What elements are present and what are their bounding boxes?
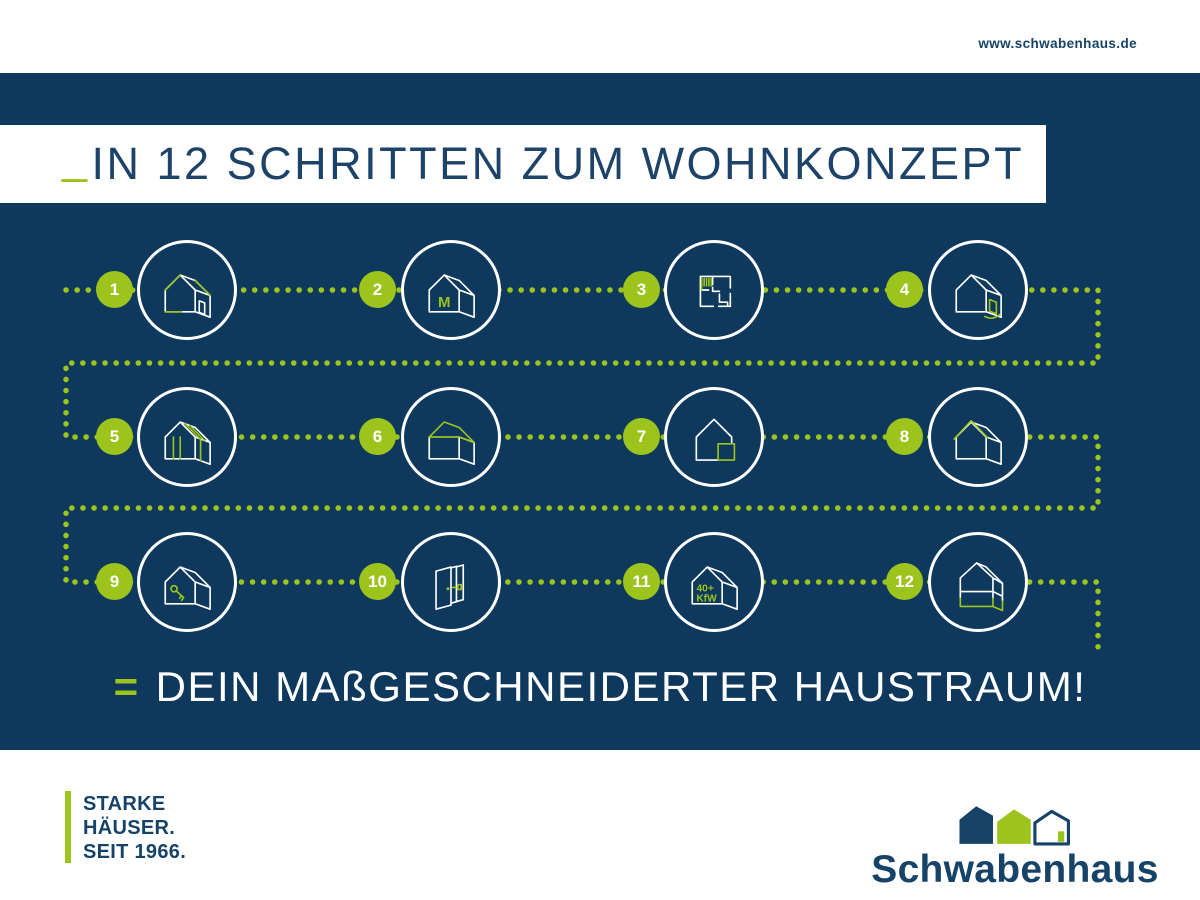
house-two-story-base-icon (959, 562, 1004, 612)
house-green-roof-icon (428, 421, 475, 466)
house-roof-edge-icon (953, 419, 1002, 466)
step-icon-circle (137, 240, 237, 340)
brand-name: Schwabenhaus (871, 848, 1159, 891)
step-number: 10 (368, 571, 387, 591)
step-number-badge: 4 (886, 271, 923, 308)
step-number-badge: 10 (359, 563, 396, 600)
logo-houses-icon (959, 806, 1071, 846)
step-number-badge: 3 (623, 271, 660, 308)
house-kfw-icon: 40+ KfW (691, 566, 738, 611)
step-number-badge: 1 (96, 271, 133, 308)
result-text: DEIN MAßGESCHNEIDERTER HAUSTRAUM! (155, 663, 1087, 710)
website-url-link[interactable]: www.schwabenhaus.de (978, 36, 1137, 51)
page-title: IN 12 SCHRITTEN ZUM WOHNKONZEPT (91, 138, 1025, 189)
house-panels-icon (164, 421, 211, 466)
step-icon-circle: M (401, 240, 501, 340)
house-sketch-icon (164, 274, 211, 319)
step-number: 11 (632, 571, 651, 591)
step-number-badge: 7 (623, 418, 660, 455)
step-number: 3 (636, 279, 647, 299)
house-letter-m-icon: M (428, 274, 475, 319)
step-number-badge: 8 (886, 418, 923, 455)
footer: STARKE HÄUSER. SEIT 1966. Schwabenhaus (0, 750, 1200, 900)
svg-text:M: M (438, 294, 450, 311)
equals-sign-accent: = (113, 663, 140, 710)
step-number: 1 (109, 279, 120, 299)
house-key-icon (164, 566, 211, 611)
step-number: 4 (899, 279, 910, 299)
result-line: = DEIN MAßGESCHNEIDERTER HAUSTRAUM! (0, 663, 1200, 711)
step-icon-circle (928, 387, 1028, 487)
step-number: 6 (372, 426, 383, 446)
title-underscore-accent: _ (62, 132, 90, 183)
top-bar: www.schwabenhaus.de (0, 0, 1200, 73)
step-icon-circle (928, 240, 1028, 340)
house-open-door-icon (955, 274, 1002, 319)
step-number-badge: 11 (623, 563, 660, 600)
step-number: 7 (636, 426, 647, 446)
step-icon-circle (137, 387, 237, 487)
step-number-badge: 5 (96, 418, 133, 455)
step-icon-circle (664, 240, 764, 340)
brand-claim: STARKE HÄUSER. SEIT 1966. (65, 791, 186, 865)
step-icon-circle (401, 532, 501, 632)
claim-accent-bar (65, 791, 71, 863)
company-logo: Schwabenhaus (871, 802, 1158, 892)
floor-plan-stairs-icon (699, 275, 732, 308)
svg-text:KfW: KfW (696, 594, 717, 605)
step-icon-circle (401, 387, 501, 487)
house-extension-module-icon (695, 418, 736, 461)
step-number-badge: 2 (359, 271, 396, 308)
title-banner: _ IN 12 SCHRITTEN ZUM WOHNKONZEPT (0, 125, 1046, 203)
doors-icon (435, 564, 465, 611)
step-icon-circle (928, 532, 1028, 632)
step-number-badge: 9 (96, 563, 133, 600)
step-number-badge: 6 (359, 418, 396, 455)
claim-line: STARKE (83, 793, 166, 815)
step-number: 2 (372, 279, 383, 299)
step-number: 9 (109, 571, 120, 591)
claim-line: SEIT 1966. (83, 841, 187, 863)
step-icon-circle (137, 532, 237, 632)
step-number-badge: 12 (886, 563, 923, 600)
step-number: 5 (109, 426, 120, 446)
step-number: 12 (895, 571, 914, 591)
step-number: 8 (899, 426, 910, 446)
step-icon-circle: 40+ KfW (664, 532, 764, 632)
svg-text:40+: 40+ (697, 584, 714, 595)
step-icon-circle (664, 387, 764, 487)
claim-line: HÄUSER. (83, 817, 176, 839)
